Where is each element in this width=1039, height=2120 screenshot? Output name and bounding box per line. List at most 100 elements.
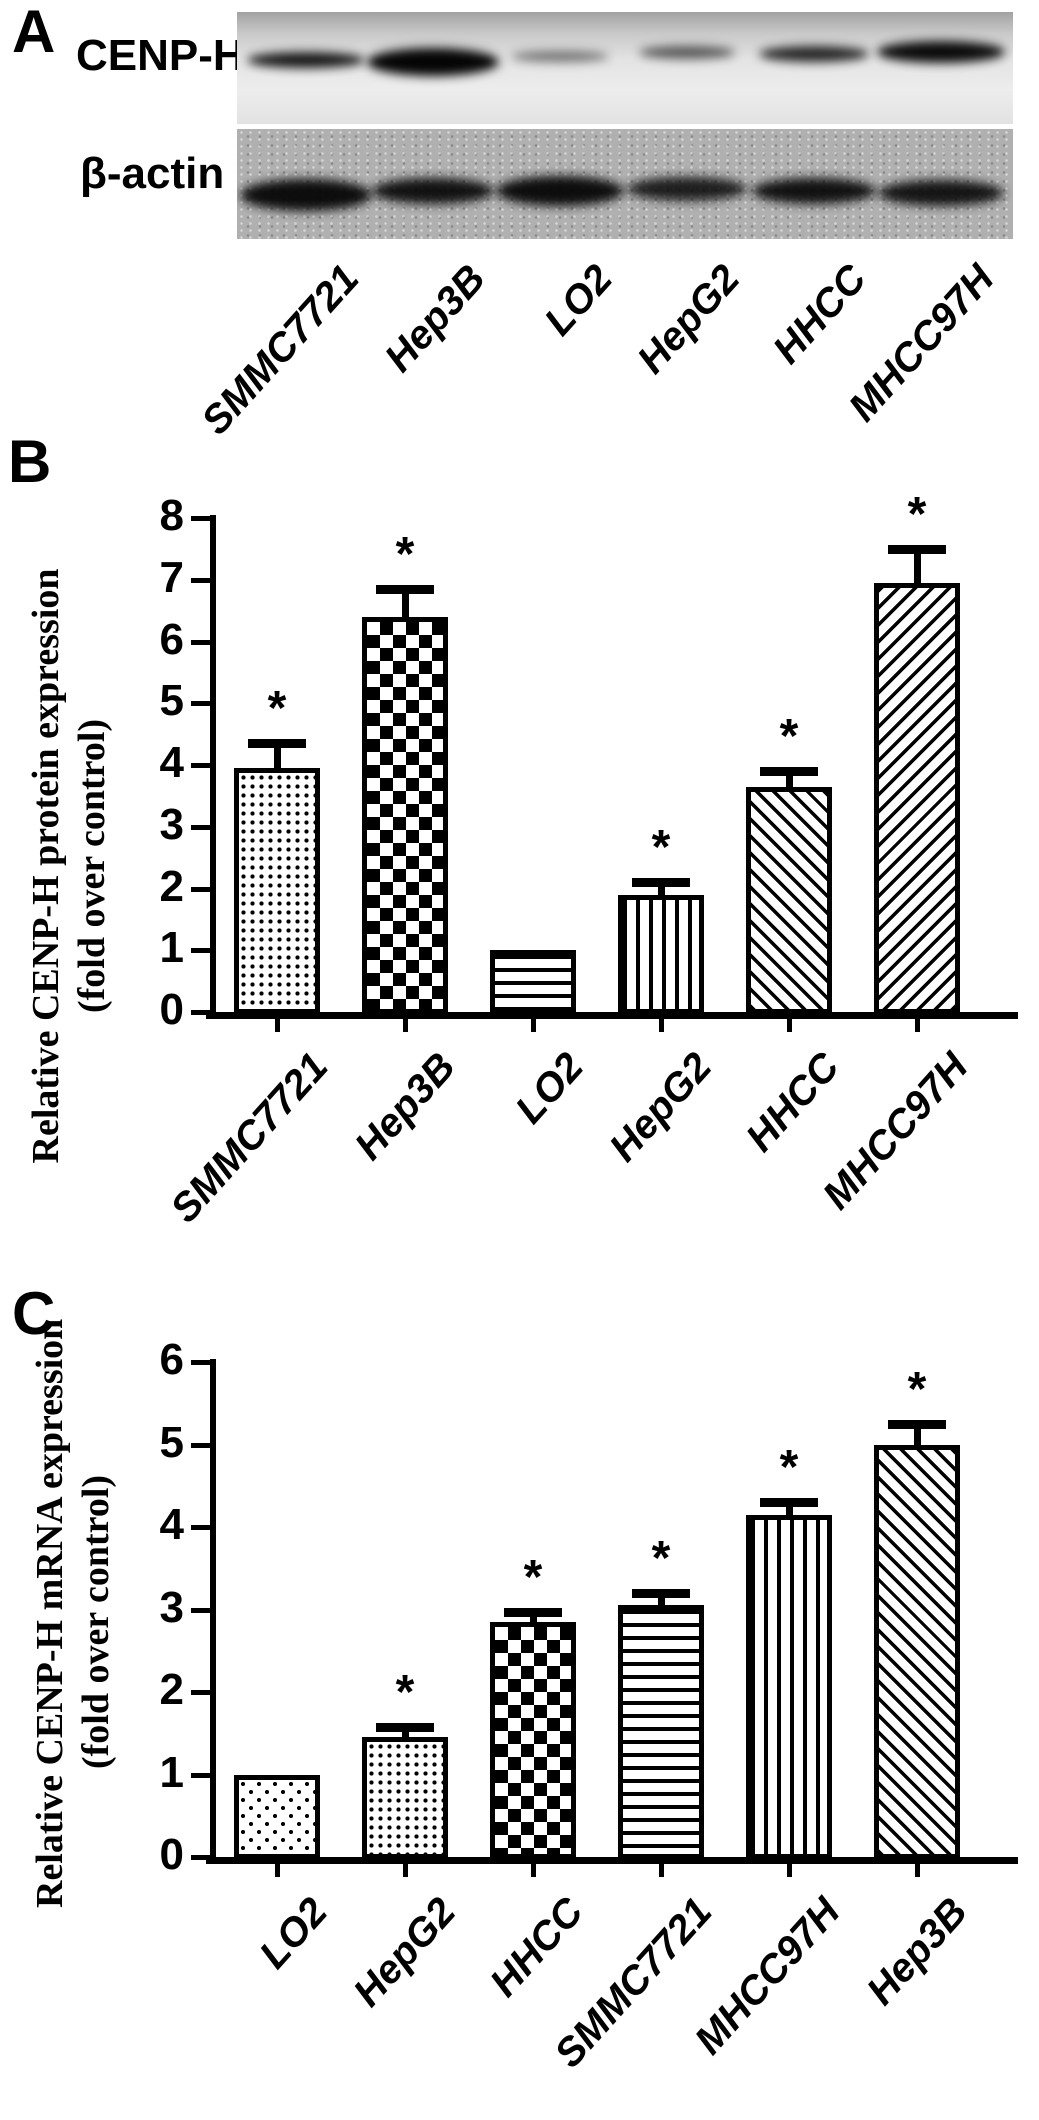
bar-HepG2 xyxy=(618,894,704,1014)
x-tick xyxy=(914,1019,920,1032)
x-tick xyxy=(658,1864,664,1877)
y-axis-title: Relative CENP-H mRNA expression (fold ove… xyxy=(28,1318,119,1908)
y-tick xyxy=(191,1690,210,1695)
error-bar-cap-MHCC97H xyxy=(888,544,946,554)
y-tick-label: 2 xyxy=(159,861,184,911)
y-tick xyxy=(191,1525,210,1530)
significance-star-SMMC7721: * xyxy=(651,1532,671,1585)
y-tick-label: 0 xyxy=(159,1830,184,1879)
error-bar-cap-Hep3B xyxy=(376,585,434,594)
y-axis-line xyxy=(210,1359,216,1863)
significance-star-HHCC: * xyxy=(523,1550,543,1604)
x-category-label-SMMC7721: SMMC7721 xyxy=(162,1044,337,1232)
y-tick xyxy=(191,824,210,830)
x-tick xyxy=(274,1019,280,1032)
bar-LO2 xyxy=(234,1774,320,1859)
blot-lane-label-HHCC: HHCC xyxy=(765,256,876,372)
y-axis-line xyxy=(210,515,216,1018)
x-tick xyxy=(274,1864,280,1877)
x-tick xyxy=(914,1864,920,1877)
y-tick xyxy=(191,1360,210,1365)
bactin-band-SMMC7721 xyxy=(240,179,372,211)
y-tick-label: 5 xyxy=(159,676,184,726)
y-axis-title-line2: (fold over control) xyxy=(74,1474,117,1770)
error-bar-cap-HepG2 xyxy=(632,878,690,888)
y-tick-label: 7 xyxy=(159,552,184,602)
y-tick xyxy=(191,1607,210,1613)
significance-star-HHCC: * xyxy=(779,710,799,764)
bactin-band-HepG2 xyxy=(627,177,747,201)
error-bar-cap-MHCC97H xyxy=(760,1498,818,1508)
error-bar-cap-HHCC xyxy=(760,767,818,777)
y-tick xyxy=(191,1442,210,1448)
significance-star-HepG2: * xyxy=(651,821,671,875)
x-category-label-Hep3B: Hep3B xyxy=(346,1044,465,1169)
x-tick xyxy=(658,1019,664,1032)
bar-SMMC7721 xyxy=(618,1605,704,1859)
error-bar-stem-HHCC xyxy=(529,1611,537,1624)
error-bar-stem-SMMC7721 xyxy=(657,1593,665,1608)
bar-HHCC xyxy=(746,786,832,1014)
error-bar-stem-Hep3B xyxy=(401,589,409,619)
y-tick-label: 2 xyxy=(159,1665,184,1714)
blot-lane-label-HepG2: HepG2 xyxy=(629,256,749,382)
y-tick-label: 4 xyxy=(159,1500,184,1549)
cenph-row-label: CENP-H xyxy=(76,31,245,80)
bar-MHCC97H xyxy=(746,1514,832,1859)
blot-lane-label-LO2: LO2 xyxy=(536,256,622,344)
panel-a-label: A xyxy=(12,0,56,65)
cenph-band-HepG2 xyxy=(639,45,735,59)
y-tick-label: 8 xyxy=(159,491,184,540)
cenph-band-SMMC7721 xyxy=(247,52,365,68)
y-tick-label: 1 xyxy=(159,923,184,973)
y-tick-label: 1 xyxy=(159,1747,184,1797)
bactin-band-Hep3B xyxy=(372,178,494,204)
error-bar-stem-HepG2 xyxy=(401,1726,409,1740)
bar-Hep3B xyxy=(874,1444,960,1859)
x-axis-line xyxy=(206,1857,1018,1864)
y-tick xyxy=(191,1855,210,1860)
significance-star-HepG2: * xyxy=(395,1665,415,1719)
x-category-label-HepG2: HepG2 xyxy=(345,1889,465,2015)
x-category-label-LO2: LO2 xyxy=(507,1044,593,1132)
y-tick xyxy=(191,763,210,768)
y-tick xyxy=(191,1772,210,1778)
cenph-band-Hep3B xyxy=(367,48,499,76)
y-tick xyxy=(191,1010,210,1015)
y-tick xyxy=(191,639,210,645)
bactin-row-label: β-actin xyxy=(80,149,225,198)
error-bar-stem-HepG2 xyxy=(657,882,665,897)
x-tick xyxy=(786,1864,792,1877)
y-tick xyxy=(191,577,210,583)
cenph-band-LO2 xyxy=(511,50,609,62)
panel-c-label: C xyxy=(12,1280,56,1347)
y-axis-title-line2: (fold over control) xyxy=(70,718,113,1014)
error-bar-stem-MHCC97H xyxy=(913,548,921,585)
y-tick xyxy=(191,886,210,892)
bactin-band-LO2 xyxy=(496,176,624,206)
error-bar-cap-SMMC7721 xyxy=(632,1589,690,1598)
error-bar-cap-SMMC7721 xyxy=(248,739,306,749)
bar-LO2 xyxy=(490,950,576,1014)
bar-SMMC7721 xyxy=(234,768,320,1014)
x-category-label-MHCC97H: MHCC97H xyxy=(814,1044,977,1218)
significance-star-Hep3B: * xyxy=(395,528,415,581)
cenph-band-MHCC97H xyxy=(877,41,1005,63)
y-tick-label: 3 xyxy=(159,1582,184,1632)
y-axis-title-line1: Relative CENP-H mRNA expression xyxy=(29,1318,71,1908)
x-category-label-LO2: LO2 xyxy=(251,1889,337,1977)
y-axis-title-line1: Relative CENP-H protein expression xyxy=(25,568,67,1164)
blot-lane-label-SMMC7721: SMMC7721 xyxy=(193,256,368,444)
significance-star-SMMC7721: * xyxy=(267,682,287,736)
cenph-band-HHCC xyxy=(759,46,869,62)
y-tick xyxy=(191,516,210,521)
x-category-label-MHCC97H: MHCC97H xyxy=(686,1889,849,2063)
y-tick-label: 0 xyxy=(159,985,184,1034)
error-bar-cap-Hep3B xyxy=(888,1419,946,1429)
x-category-label-SMMC7721: SMMC7721 xyxy=(546,1889,721,2077)
bactin-blot-strip xyxy=(237,129,1013,239)
x-tick xyxy=(786,1019,792,1032)
significance-star-MHCC97H: * xyxy=(779,1441,799,1495)
